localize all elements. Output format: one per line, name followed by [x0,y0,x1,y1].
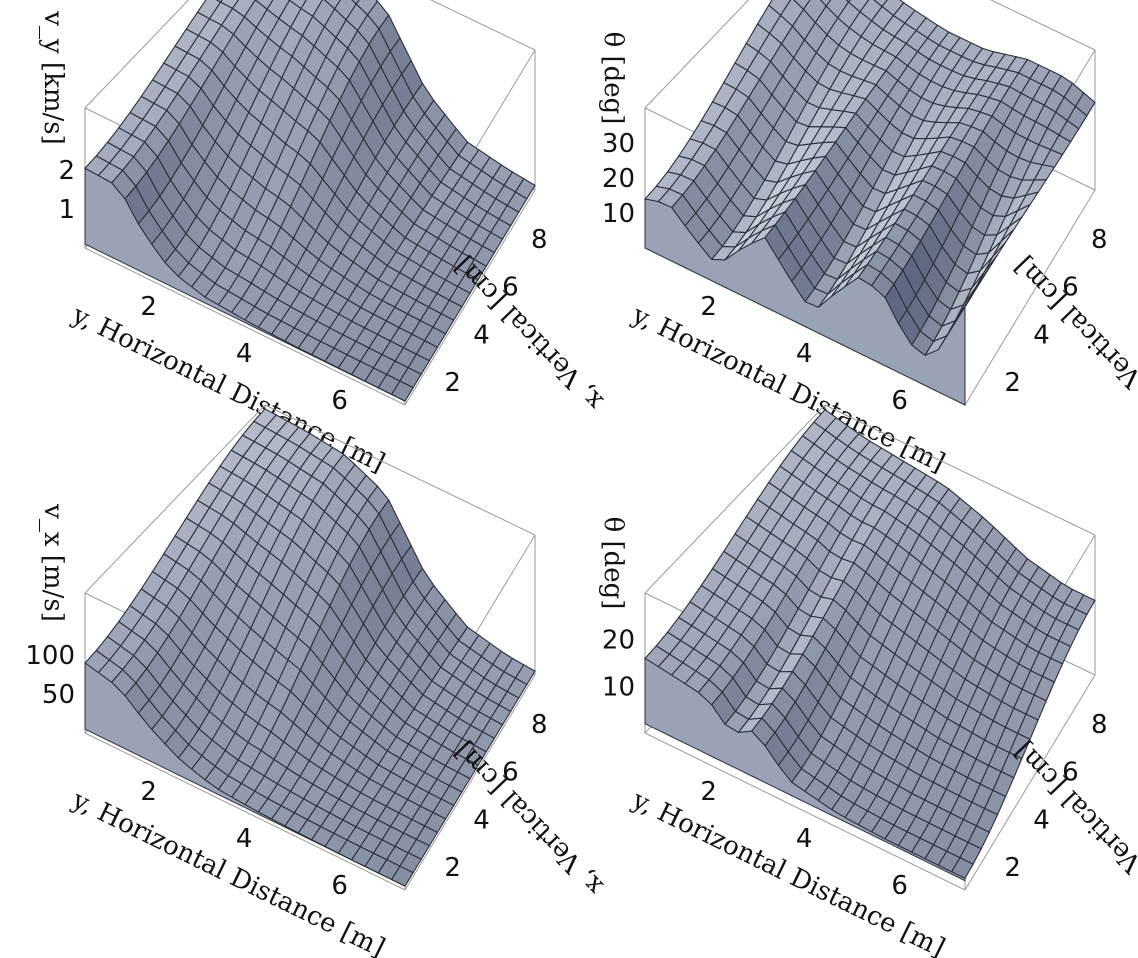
y-tick-label: 8 [1091,225,1108,255]
x-tick-label: 4 [236,339,253,369]
x-tick-label: 6 [891,871,908,901]
z-axis-label: v_y [km/s] [38,10,68,144]
y-tick-label: 2 [1004,368,1021,398]
z-tick-label: 30 [602,129,635,159]
z-axis-label: θ [deg] [598,517,628,610]
y-tick-label: 4 [473,320,490,350]
x-tick-label: 2 [140,292,157,322]
y-tick-label: 6 [1062,758,1079,788]
y-tick-label: 2 [1004,853,1021,883]
z-tick-label: 100 [25,641,75,671]
box-edge [84,247,406,406]
box-edge [644,404,826,594]
z-tick-label: 50 [42,680,75,710]
y-tick-label: 8 [531,710,548,740]
x-tick-label: 2 [140,777,157,807]
y-tick-label: 6 [502,758,519,788]
y-tick-label: 2 [444,853,461,883]
z-tick-label: 10 [602,199,635,229]
box-edge [964,674,1096,891]
surface-mesh [84,408,536,887]
surface-front-face [84,167,406,402]
z-tick-label: 20 [602,164,635,194]
box-edge [430,0,536,51]
y-tick-label: 4 [473,805,490,835]
surface-front-face [644,657,966,882]
z-axis-label: v_x [m/s] [38,503,68,622]
y-tick-label: 4 [1033,320,1050,350]
surface-mesh [643,0,1096,406]
surface-mesh [84,0,536,402]
surface-front-face [84,662,406,887]
y-tick-label: 6 [502,273,519,303]
z-tick-label: 1 [58,195,75,225]
z-tick-label: 20 [602,626,635,656]
box-edge [644,0,750,109]
x-tick-label: 6 [331,386,348,416]
x-tick-label: 4 [796,824,813,854]
box-edge [964,189,1096,406]
box-edge [644,732,966,891]
box-edge [404,189,536,406]
z-tick-label: 10 [602,672,635,702]
x-tick-label: 4 [236,824,253,854]
box-edge [990,0,1096,51]
y-tick-label: 8 [531,225,548,255]
box-edge [84,404,266,594]
surface-front-face [644,198,966,406]
surface-mesh [644,408,1096,882]
x-tick-label: 6 [891,386,908,416]
box-edge [824,404,1096,536]
x-tick-label: 2 [700,292,717,322]
x-tick-label: 2 [700,777,717,807]
x-tick-label: 4 [796,339,813,369]
z-tick-label: 2 [58,156,75,186]
box-edge [84,0,190,109]
y-tick-label: 2 [444,368,461,398]
y-tick-label: 8 [1091,710,1108,740]
box-edge [264,404,536,536]
x-tick-label: 6 [331,871,348,901]
box-edge [404,674,536,891]
y-tick-label: 6 [1062,273,1079,303]
box-edge [84,732,406,891]
y-tick-label: 4 [1033,805,1050,835]
z-axis-label: θ [deg] [598,32,628,125]
